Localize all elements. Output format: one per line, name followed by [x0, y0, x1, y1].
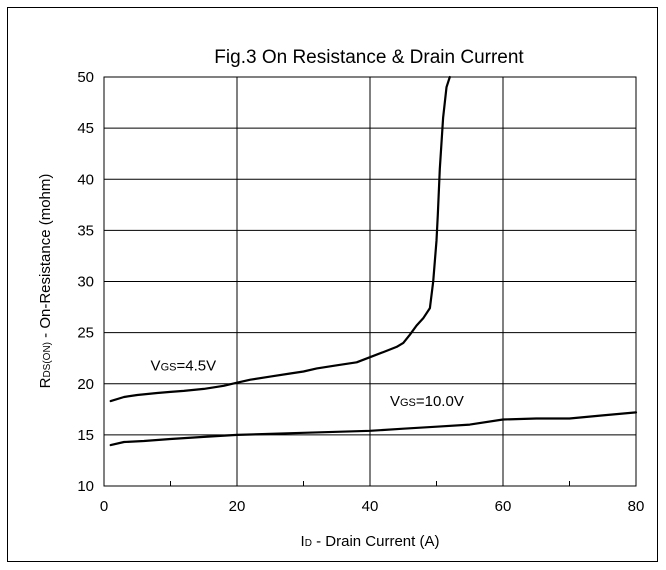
- y-tick-label: 15: [77, 427, 94, 444]
- series-line-vgs-10v: [109, 411, 638, 447]
- y-tick-label: 25: [77, 325, 94, 342]
- chart-frame: [7, 7, 658, 562]
- x-tick-label: 20: [229, 498, 246, 515]
- x-tick-label: 60: [495, 498, 512, 515]
- x-tick-label: 40: [362, 498, 379, 515]
- y-tick-label: 40: [77, 171, 94, 188]
- y-tick-label: 10: [77, 478, 94, 495]
- series-lines: [109, 75, 638, 447]
- plot-area: [103, 76, 637, 487]
- x-tick-label: 0: [100, 498, 108, 515]
- y-tick-label: 30: [77, 274, 94, 291]
- y-tick-labels: 10 15 20 25 30 35 40 45 50: [77, 69, 94, 495]
- y-tick-label: 45: [77, 120, 94, 137]
- grid: [104, 77, 636, 486]
- series-label-vgs-4-5v: VGS=4.5V: [151, 357, 217, 374]
- y-tick-label: 35: [77, 222, 94, 239]
- y-tick-label: 20: [77, 376, 94, 393]
- x-tick-labels: 0 20 40 60 80: [100, 498, 645, 515]
- y-axis-label: RDS(ON) - On-Resistance (mohm): [37, 174, 54, 389]
- x-tick-label: 80: [628, 498, 645, 515]
- y-tick-label: 50: [77, 69, 94, 86]
- series-line-vgs-4-5v: [109, 75, 451, 403]
- x-axis-label: ID - Drain Current (A): [301, 533, 440, 550]
- series-label-vgs-10v: VGS=10.0V: [390, 393, 464, 410]
- chart-title: Fig.3 On Resistance & Drain Current: [214, 47, 524, 68]
- annotations: VGS=4.5V VGS=10.0V: [151, 357, 464, 410]
